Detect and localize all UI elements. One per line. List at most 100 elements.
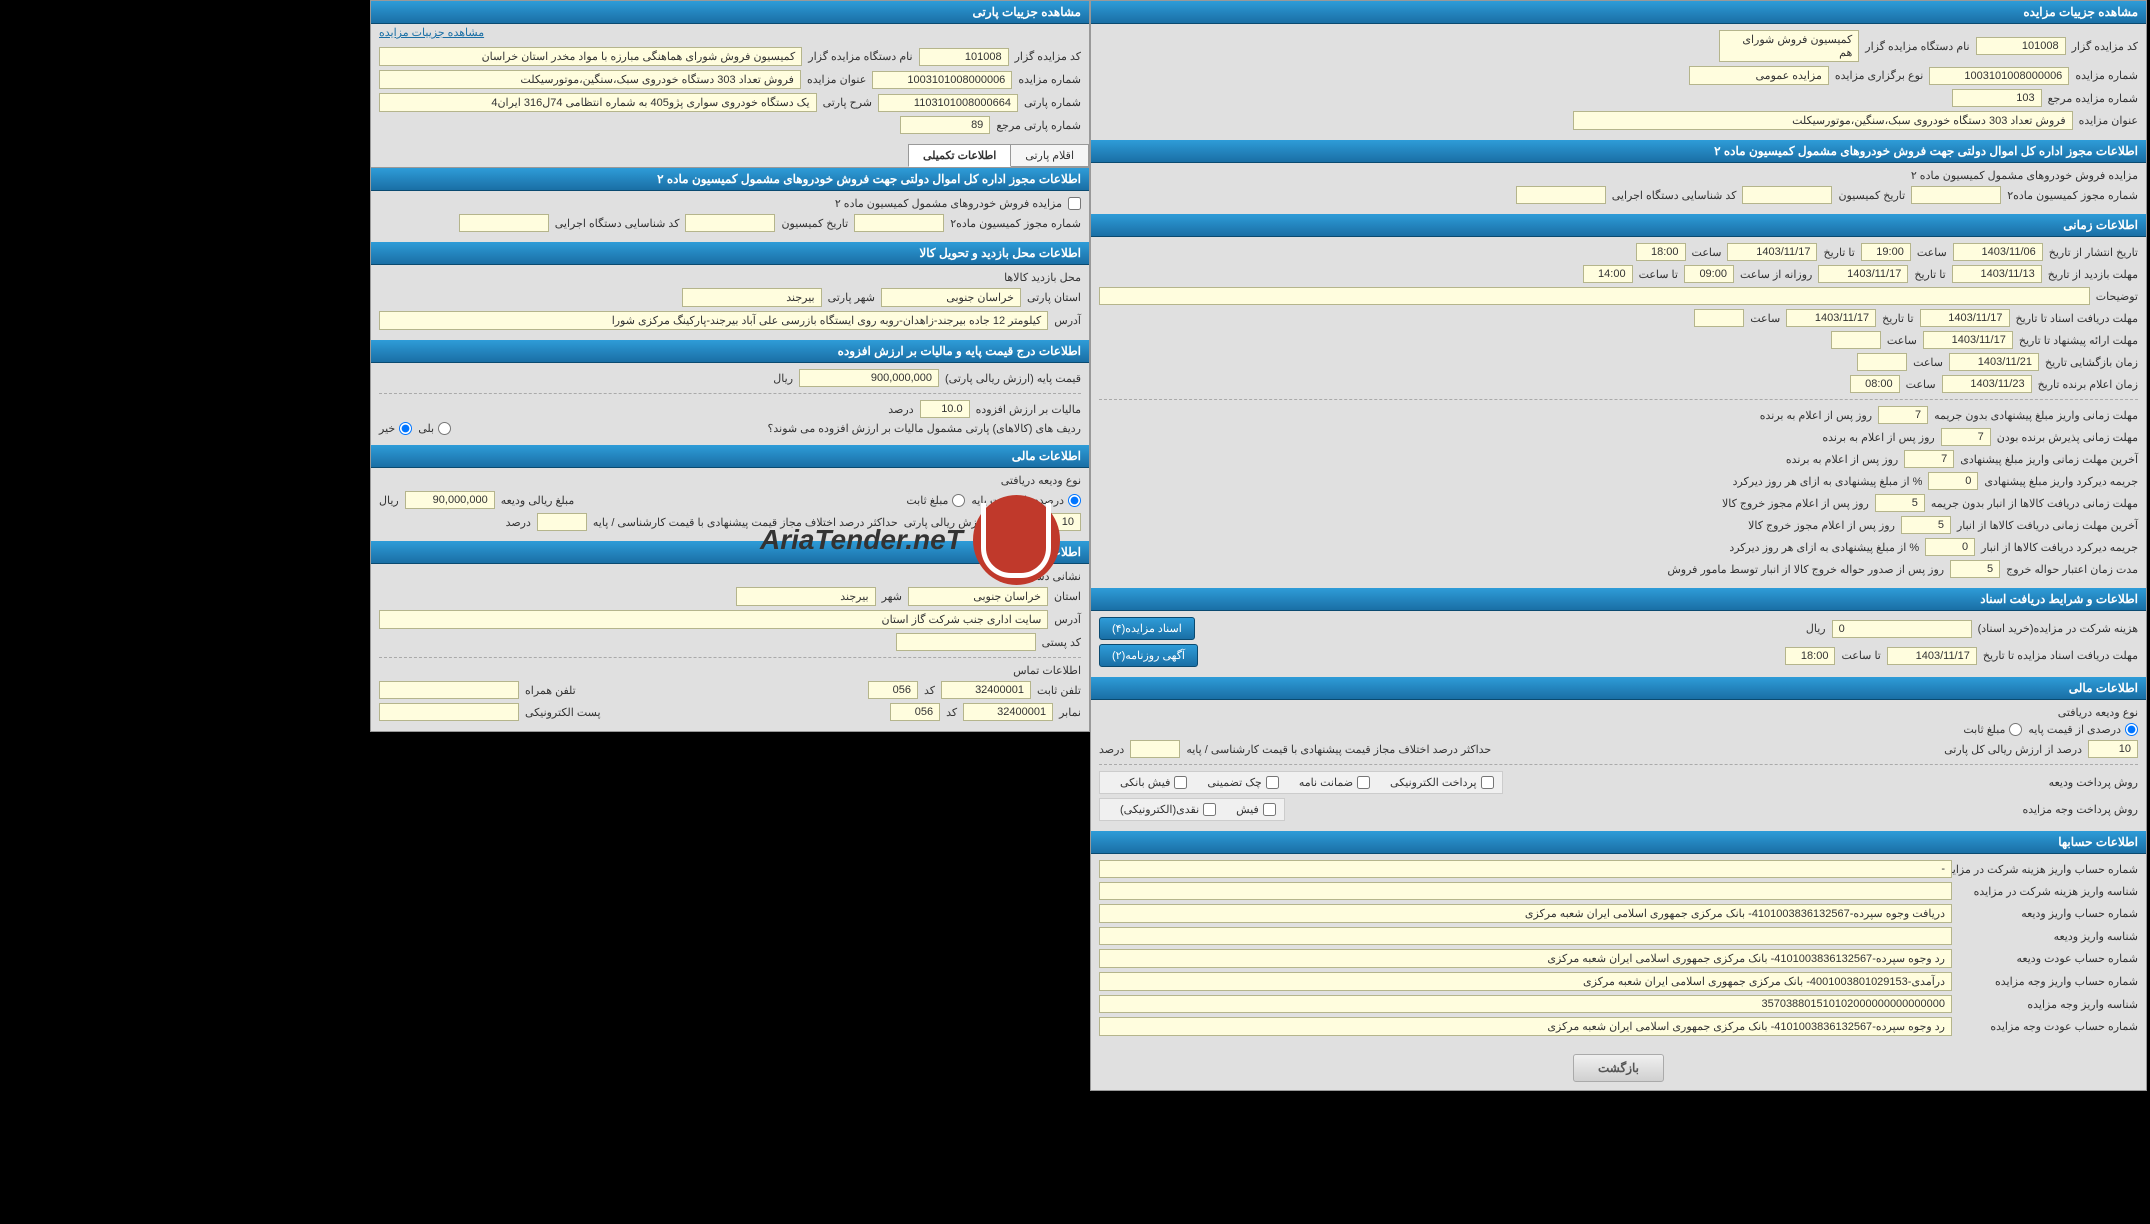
mob-field xyxy=(379,681,519,699)
no-radio[interactable] xyxy=(399,422,412,435)
r2-label: مهلت زمانی پذیرش برنده بودن xyxy=(1997,431,2138,444)
r4-val: 0 xyxy=(1928,472,1978,490)
base-label: قیمت پایه (ارزش ریالی پارتی) xyxy=(945,372,1081,385)
prov-label: استان پارتی xyxy=(1027,291,1081,304)
pay-auc-label: روش پرداخت وجه مزایده xyxy=(2022,803,2138,816)
num-field: 1003101008000006 xyxy=(1929,67,2069,85)
city-field: بیرجند xyxy=(682,288,822,307)
fixed-label: مبلغ ثابت xyxy=(1963,723,2005,736)
logo: AriaTender.neT xyxy=(760,495,1060,585)
zaman-check[interactable] xyxy=(1357,776,1370,789)
r-ref-label: شماره پارتی مرجع xyxy=(996,119,1081,132)
vat-field: 10.0 xyxy=(920,400,970,418)
bank-label: فیش بانکی xyxy=(1120,776,1170,789)
elec-check[interactable] xyxy=(1481,776,1494,789)
bank-check[interactable] xyxy=(1174,776,1187,789)
offer-label: مهلت ارائه پیشنهاد تا تاریخ xyxy=(2019,334,2138,347)
post-field xyxy=(896,633,1036,651)
org-city-field: بیرجند xyxy=(736,587,876,606)
r-pct-radio[interactable] xyxy=(1068,494,1081,507)
tel-field: 32400001 xyxy=(941,681,1031,699)
r6-label: آخرین مهلت زمانی دریافت کالاها از انبار xyxy=(1957,519,2138,532)
open-label: زمان بازگشایی تاریخ xyxy=(2045,356,2138,369)
city-label: شهر پارتی xyxy=(828,291,875,304)
code-label: کد مزایده گزار xyxy=(2072,40,2138,53)
pay-dep-label: روش پرداخت ودیعه xyxy=(2049,776,2138,789)
tab-items[interactable]: اقلام پارتی xyxy=(1010,144,1089,167)
fax-field: 32400001 xyxy=(963,703,1053,721)
r7-suffix: % از مبلغ پیشنهادی به ازای هر روز دیرکرد xyxy=(1729,541,1919,554)
fin-pct-s2: حداکثر درصد اختلاف مجاز قیمت پیشنهادی با… xyxy=(1186,743,1491,756)
to-hour: 18:00 xyxy=(1636,243,1686,261)
hour-label: ساعت xyxy=(1917,246,1947,259)
naghd-label: نقدی(الکترونیکی) xyxy=(1120,803,1199,816)
back-button[interactable]: بازگشت xyxy=(1573,1054,1664,1082)
mob-label: تلفن همراه xyxy=(525,684,576,697)
no-label: خیر xyxy=(379,422,395,435)
r7-label: جریمه دیرکرد دریافت کالاها از انبار xyxy=(1981,541,2138,554)
acc3-label: شماره حساب واریز ودیعه xyxy=(1958,907,2138,920)
r-org-label: نام دستگاه مزایده گزار xyxy=(808,50,912,63)
email-label: پست الکترونیکی xyxy=(525,706,601,719)
rial-label2: ریال xyxy=(773,372,793,385)
org-addr2-field: سایت اداری جنب شرکت گاز استان xyxy=(379,610,1048,629)
post-label: کد پستی xyxy=(1042,636,1081,649)
r7-val: 0 xyxy=(1925,538,1975,556)
logo-icon xyxy=(973,495,1060,585)
doc-hour xyxy=(1694,309,1744,327)
r1-label: مهلت زمانی واریز مبلغ پیشنهادی بدون جریم… xyxy=(1934,409,2138,422)
pct-label: درصدی از قیمت پایه xyxy=(2028,723,2121,736)
check-label: چک تضمینی xyxy=(1207,776,1261,789)
r-title-label: عنوان مزایده xyxy=(807,73,866,86)
pub-label: تاریخ انتشار از تاریخ xyxy=(2049,246,2138,259)
m2-date-label: تاریخ کمیسیون xyxy=(1838,189,1905,202)
to-date-label: تا تاریخ xyxy=(1823,246,1854,259)
title-label: عنوان مزایده xyxy=(2079,114,2138,127)
r-m2-check[interactable] xyxy=(1068,197,1081,210)
doc-date: 1403/11/17 xyxy=(1920,309,2010,327)
org-addr2-label: آدرس xyxy=(1054,613,1081,626)
acc8-field: رد وجوه سپرده-4101003836132567- بانک مرک… xyxy=(1099,1017,1952,1036)
tab-extra-info[interactable]: اطلاعات تکمیلی xyxy=(908,144,1011,167)
r-m2-id-label: کد شناسایی دستگاه اجرایی xyxy=(555,217,680,230)
naghd-check[interactable] xyxy=(1203,803,1216,816)
logo-text: AriaTender.neT xyxy=(760,524,963,556)
hour-label4: ساعت xyxy=(1887,334,1917,347)
r5-label: مهلت زمانی دریافت کالاها از انبار بدون ج… xyxy=(1931,497,2138,510)
doc-until-hour: 18:00 xyxy=(1785,647,1835,665)
r3-label: آخرین مهلت زمانی واریز مبلغ پیشنهادی xyxy=(1960,453,2138,466)
num-label: شماره مزایده xyxy=(2075,69,2138,82)
r-m2-chk-label: مزایده فروش خودروهای مشمول کمیسیون ماده … xyxy=(835,197,1062,210)
fixed-radio[interactable] xyxy=(2009,723,2022,736)
daily-to: 14:00 xyxy=(1583,265,1633,283)
newspaper-ad-button[interactable]: آگهی روزنامه(۲) xyxy=(1099,644,1198,667)
hour-label2: ساعت xyxy=(1692,246,1722,259)
m2-num-label: شماره مجوز کمیسیون ماده۲ xyxy=(2007,189,2138,202)
hour-label6: ساعت xyxy=(1906,378,1936,391)
fin-pct2 xyxy=(1130,740,1180,758)
r-m2-id-field xyxy=(459,214,549,232)
fish-check[interactable] xyxy=(1263,803,1276,816)
tel-code-label: کد xyxy=(924,684,935,697)
visit-to: 1403/11/17 xyxy=(1818,265,1908,283)
r-code-label: کد مزایده گزار xyxy=(1015,50,1081,63)
check-check[interactable] xyxy=(1266,776,1279,789)
r2-suffix: روز پس از اعلام به برنده xyxy=(1822,431,1934,444)
doc-until-label: مهلت دریافت اسناد مزایده تا تاریخ xyxy=(1983,649,2138,662)
view-auction-link[interactable]: مشاهده جزییات مزایده xyxy=(379,27,484,39)
accounts-header: اطلاعات حسابها xyxy=(1091,831,2146,854)
auction-docs-button[interactable]: اسناد مزایده(۴) xyxy=(1099,617,1195,640)
r-ref-field: 89 xyxy=(900,116,990,134)
pct-radio[interactable] xyxy=(2125,723,2138,736)
r8-val: 5 xyxy=(1950,560,2000,578)
fax-label: نمابر xyxy=(1059,706,1081,719)
tel-code-field: 056 xyxy=(868,681,918,699)
doc-label: مهلت دریافت اسناد تا تاریخ xyxy=(2016,312,2138,325)
fin-pct-field: 10 xyxy=(2088,740,2138,758)
r-code-field: 101008 xyxy=(919,48,1009,66)
r6-suffix: روز پس از اعلام مجوز خروج کالا xyxy=(1748,519,1895,532)
m2-id-label: کد شناسایی دستگاه اجرایی xyxy=(1612,189,1737,202)
yes-radio[interactable] xyxy=(438,422,451,435)
party-details-header: مشاهده جزییات پارتی xyxy=(371,1,1089,24)
r-desc-field: یک دستگاه خودروی سواری پژو405 به شماره ا… xyxy=(379,93,817,112)
